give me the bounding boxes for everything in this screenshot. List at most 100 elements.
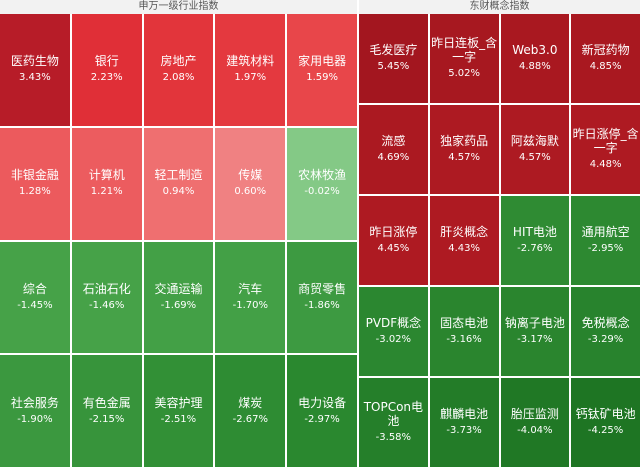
em-concept-heatmap-panel: 东财概念指数 毛发医疗 5.45% 昨日连板_含 一字 5.02% Web3.0 4.88… [359,0,640,467]
tile-change-percent: -3.73% [446,425,482,436]
tile-name: 非银金融 [10,168,59,183]
tile-name: 独家药品 [440,134,489,148]
tile-name: 麒麟电池 [440,407,489,421]
tile-name: 家用电器 [298,54,347,69]
tile-name: HIT电池 [512,225,557,239]
heatmap-tile[interactable]: 麒麟电池 -3.73% [429,378,499,467]
tile-change-percent: 4.85% [589,61,622,72]
heatmap-tile[interactable]: 传媒 0.60% [215,127,286,240]
heatmap-tile[interactable]: 房地产 2.08% [143,14,214,126]
heatmap-tile[interactable]: PVDF概念 -3.02% [359,287,428,376]
sw-industry-heatmap-panel: 申万一级行业指数 医药生物 3.43% 银行 2.23% 房地产 2.08% 建筑材料 1.9… [0,0,357,467]
tile-change-percent: 1.97% [234,72,267,84]
tile-change-percent: -2.95% [587,243,624,254]
tile-change-percent: -1.46% [89,299,125,311]
tile-change-percent: 0.94% [162,186,195,198]
tile-name: 医药生物 [10,54,59,69]
tile-change-percent: 4.43% [448,243,481,254]
tile-name: 石油石化 [82,281,131,296]
heatmap-tile[interactable]: 建筑材料 1.97% [215,14,286,126]
tile-change-percent: 4.69% [377,152,410,163]
heatmap-tile[interactable]: 医药生物 3.43% [0,14,70,126]
heatmap-tile[interactable]: 流感 4.69% [359,105,428,194]
heatmap-tile[interactable]: 昨日涨停 4.45% [359,196,428,285]
tile-change-percent: 4.88% [518,61,551,72]
tile-change-percent: 0.60% [234,186,267,198]
tile-name: 建筑材料 [226,54,275,69]
tile-name: 毛发医疗 [369,43,418,57]
tile-change-percent: -1.86% [304,299,340,311]
tile-change-percent: -2.97% [304,413,340,425]
heatmap-tile[interactable]: 肝炎概念 4.43% [429,196,499,285]
tile-name: 胎压监测 [510,407,559,421]
tile-name: 新冠药物 [581,43,630,57]
heatmap-tile[interactable]: 有色金属 -2.15% [71,355,142,467]
tile-change-percent: -1.90% [17,413,53,425]
sw-industry-grid: 医药生物 3.43% 银行 2.23% 房地产 2.08% 建筑材料 1.97% 家用电器 1.5… [0,14,357,467]
tile-name: 房地产 [160,54,197,69]
tile-name: 综合 [22,281,47,296]
tile-change-percent: 2.23% [90,72,123,84]
heatmap-tile[interactable]: HIT电池 -2.76% [500,196,570,285]
tile-name: 交通运输 [154,281,203,296]
heatmap-tile[interactable]: 胎压监测 -4.04% [500,378,570,467]
heatmap-tile[interactable]: 农林牧渔 -0.02% [287,127,357,240]
tile-name: 肝炎概念 [440,225,489,239]
heatmap-tile[interactable]: 钠离子电池 -3.17% [500,287,570,376]
heatmap-tile[interactable]: 汽车 -1.70% [215,241,286,354]
heatmap-tile[interactable]: 家用电器 1.59% [287,14,357,126]
heatmap-tile[interactable]: 煤炭 -2.67% [215,355,286,467]
heatmap-tile[interactable]: 美容护理 -2.51% [143,355,214,467]
heatmap-tile[interactable]: 独家药品 4.57% [429,105,499,194]
heatmap-tile[interactable]: 固态电池 -3.16% [429,287,499,376]
tile-change-percent: -2.51% [160,413,197,425]
heatmap-tile[interactable]: 非银金融 1.28% [0,127,70,240]
heatmap-tile[interactable]: 免税概念 -3.29% [571,287,640,376]
heatmap-tile[interactable]: 综合 -1.45% [0,241,70,354]
heatmap-tile[interactable]: 昨日连板_含 一字 5.02% [429,14,499,103]
tile-name: 银行 [94,54,119,69]
tile-name: 轻工制造 [154,168,203,183]
heatmap-tile[interactable]: 石油石化 -1.46% [71,241,142,354]
heatmap-tile[interactable]: 轻工制造 0.94% [143,127,214,240]
heatmap-tile[interactable]: 通用航空 -2.95% [571,196,640,285]
tile-name: 社会服务 [10,395,59,410]
tile-name: 通用航空 [581,225,630,239]
tile-name: 商贸零售 [298,281,347,296]
tile-change-percent: 1.21% [90,186,123,198]
tile-change-percent: 4.57% [448,152,481,163]
tile-name: 煤炭 [238,395,263,410]
tile-change-percent: -4.04% [517,425,553,436]
tile-change-percent: 4.45% [377,243,410,254]
heatmap-tile[interactable]: 昨日涨停_含 一字 4.48% [571,105,640,194]
tile-name: 钙钛矿电池 [575,407,636,421]
heatmap-tile[interactable]: TOPCon电 池 -3.58% [359,378,428,467]
em-concept-grid: 毛发医疗 5.45% 昨日连板_含 一字 5.02% Web3.0 4.88% 新冠药物 4.… [359,14,640,467]
tile-name: 固态电池 [440,316,489,330]
heatmap-tile[interactable]: 毛发医疗 5.45% [359,14,428,103]
heatmap-tile[interactable]: 银行 2.23% [71,14,142,126]
tile-change-percent: 4.48% [589,159,622,170]
tile-change-percent: -3.58% [375,432,412,443]
heatmap-tile[interactable]: 计算机 1.21% [71,127,142,240]
heatmap-tile[interactable]: 电力设备 -2.97% [287,355,357,467]
tile-name: PVDF概念 [365,316,422,330]
tile-change-percent: -4.25% [587,425,624,436]
heatmap-tile[interactable]: Web3.0 4.88% [500,14,570,103]
heatmap-tile[interactable]: 商贸零售 -1.86% [287,241,357,354]
tile-name: 钠离子电池 [504,316,565,330]
tile-name: 汽车 [238,281,263,296]
heatmap-tile[interactable]: 社会服务 -1.90% [0,355,70,467]
tile-change-percent: 4.57% [518,152,551,163]
tile-change-percent: -1.70% [232,299,268,311]
heatmap-tile[interactable]: 交通运输 -1.69% [143,241,214,354]
heatmap-tile[interactable]: 阿兹海默 4.57% [500,105,570,194]
heatmap-tile[interactable]: 钙钛矿电池 -4.25% [571,378,640,467]
tile-change-percent: -2.67% [232,413,268,425]
tile-change-percent: -0.02% [304,186,340,198]
tile-change-percent: 5.45% [377,61,410,72]
heatmap-tile[interactable]: 新冠药物 4.85% [571,14,640,103]
tile-change-percent: 1.28% [19,186,51,198]
tile-name: 农林牧渔 [298,168,347,183]
tile-name: 计算机 [88,168,125,183]
